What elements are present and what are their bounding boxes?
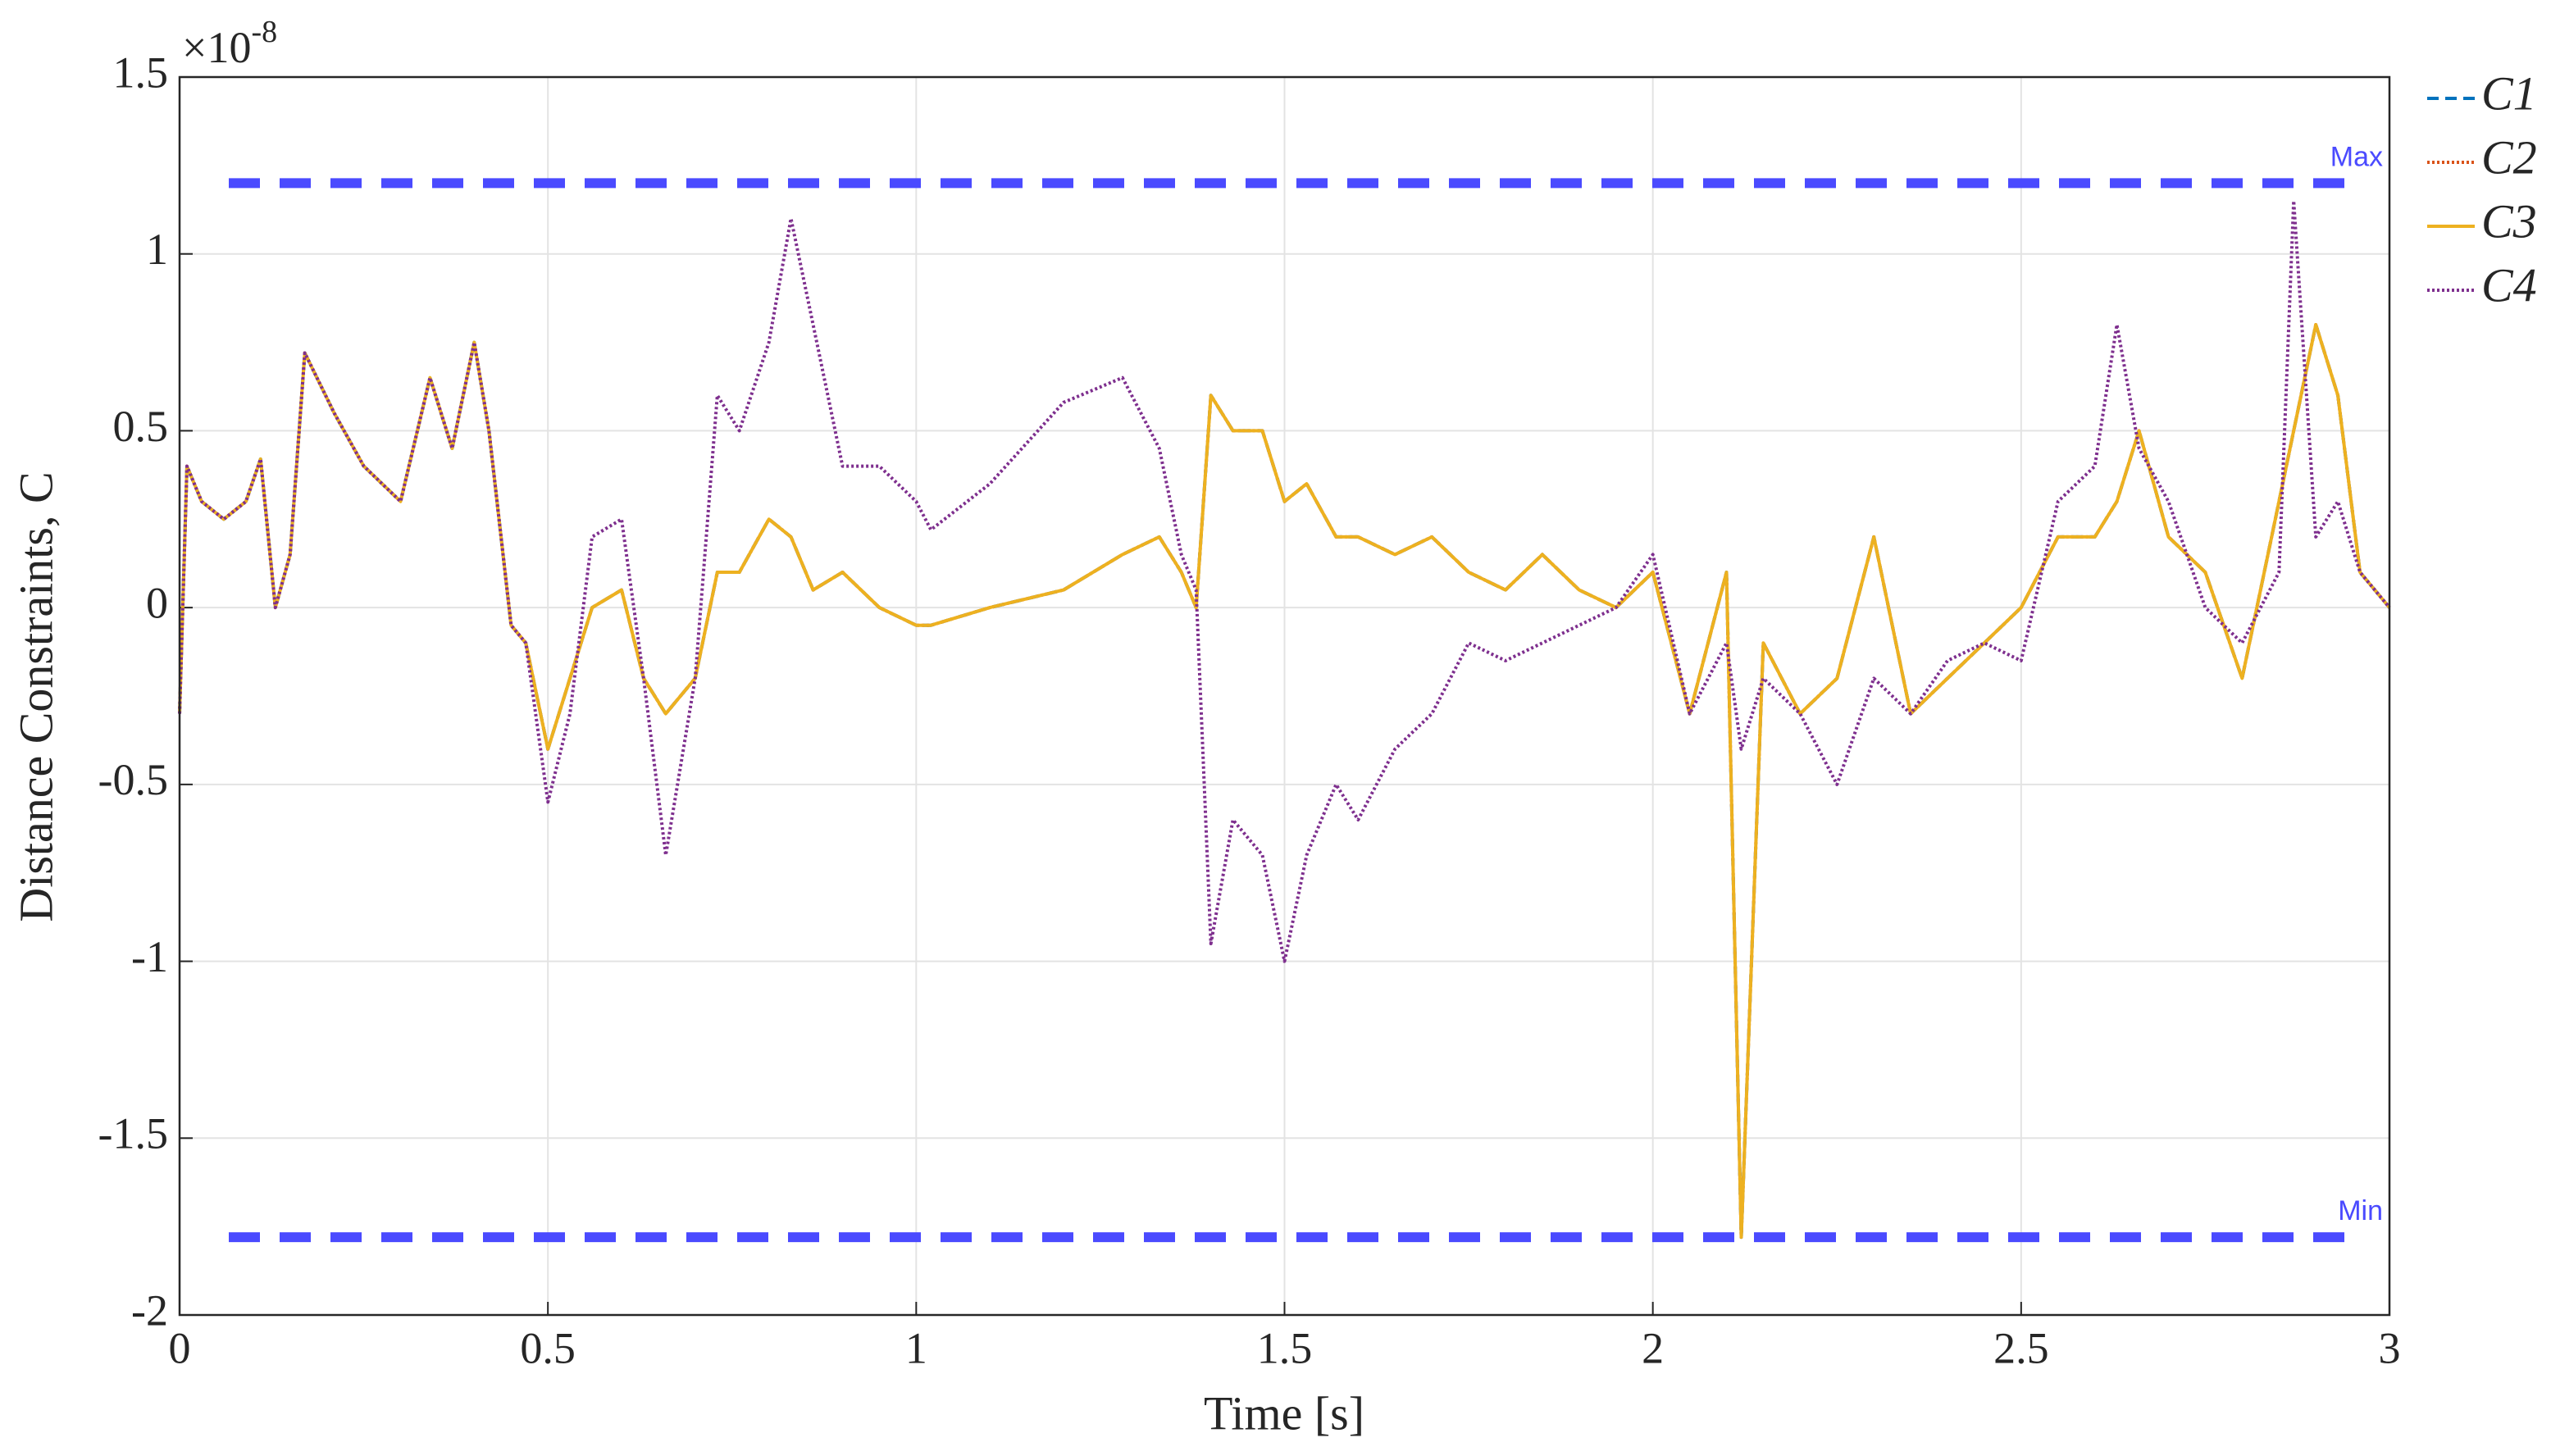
x-tick-label: 1.5 <box>1257 1323 1313 1372</box>
data-line <box>178 323 2391 1240</box>
x-tick-label: 1 <box>905 1323 927 1372</box>
y-tick-label: -1 <box>131 932 168 981</box>
x-axis-label: Time [s] <box>1204 1386 1364 1440</box>
legend-label: C2 <box>2481 130 2537 184</box>
legend-label: C1 <box>2481 66 2537 120</box>
y-tick-label: 0.5 <box>113 402 169 451</box>
reference-label: Max <box>2330 141 2383 172</box>
y-tick-label: 1.5 <box>113 48 169 97</box>
legend-label: C3 <box>2481 194 2537 248</box>
multiplier-exponent: -8 <box>251 15 277 49</box>
x-tick-label: 3 <box>2379 1323 2401 1372</box>
x-tick-label: 2.5 <box>1993 1323 2049 1372</box>
y-tick-label: 0 <box>146 579 168 628</box>
y-multiplier: ×10-8 <box>182 15 277 73</box>
multiplier-base: ×10 <box>182 23 251 72</box>
x-tick-label: 2 <box>1642 1323 1664 1372</box>
y-tick-label: 1 <box>146 225 168 274</box>
x-tick-label: 0.5 <box>520 1323 576 1372</box>
y-tick-label: -2 <box>131 1285 168 1335</box>
x-tick-label: 0 <box>169 1323 191 1372</box>
y-axis-label: Distance Constraints, C <box>9 471 62 921</box>
legend-label: C4 <box>2481 258 2537 312</box>
y-tick-label: -1.5 <box>98 1109 168 1158</box>
reference-label: Min <box>2338 1195 2383 1226</box>
data-line <box>178 199 2391 963</box>
y-tick-label: -0.5 <box>98 755 168 804</box>
plot-frame <box>178 75 2391 1317</box>
